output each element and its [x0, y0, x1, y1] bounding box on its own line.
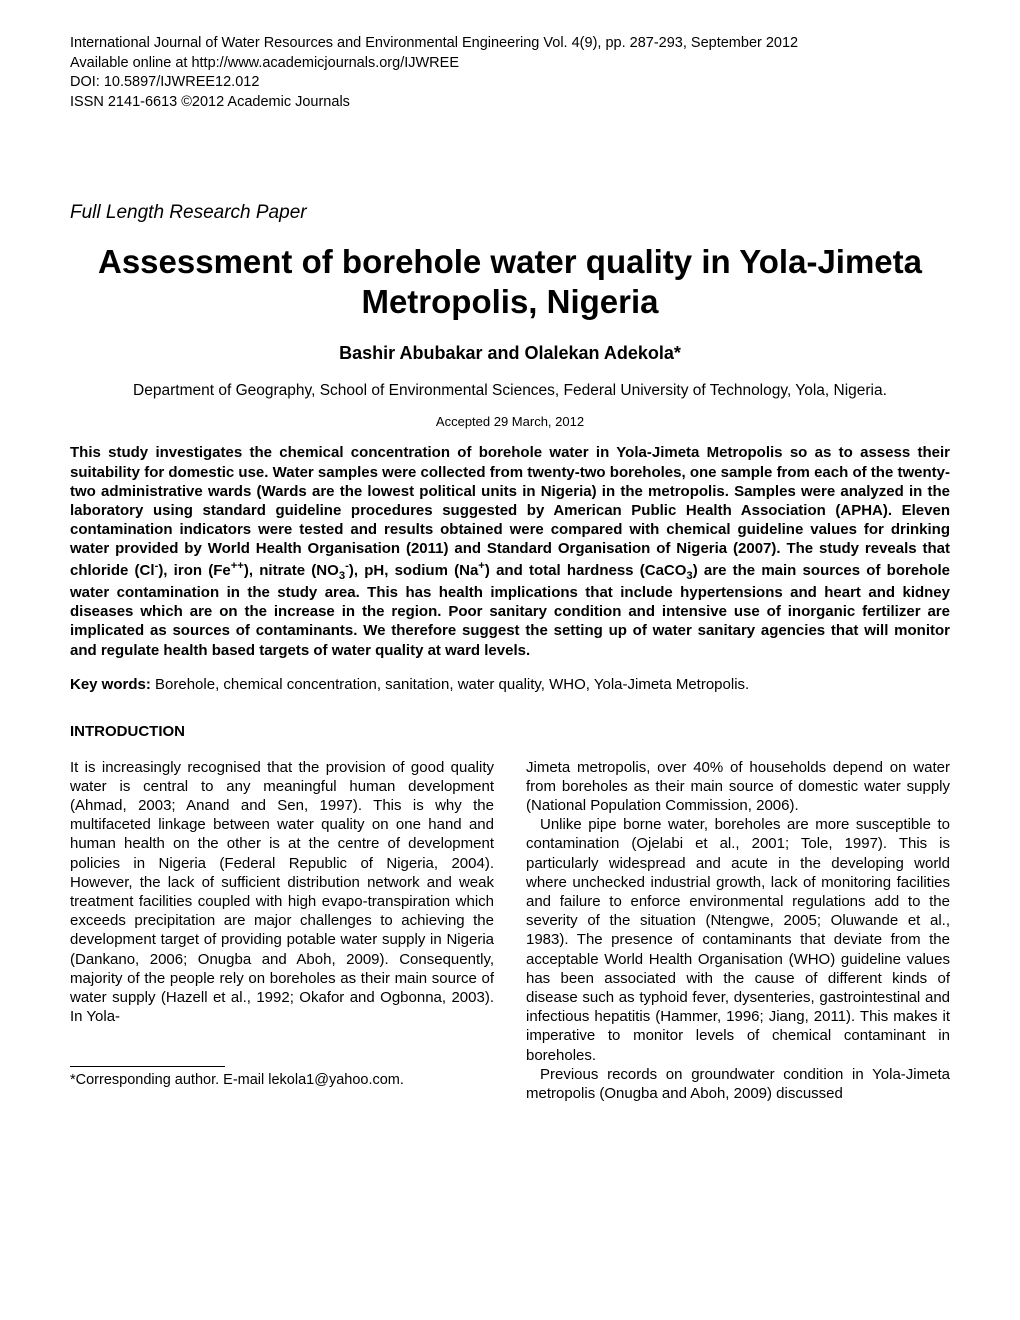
body-columns: It is increasingly recognised that the p…	[70, 758, 950, 1103]
paper-type: Full Length Research Paper	[70, 202, 950, 224]
abstract-text: This study investigates the chemical con…	[70, 443, 950, 659]
intro-paragraph-1: It is increasingly recognised that the p…	[70, 758, 494, 1027]
journal-issn: ISSN 2141-6613 ©2012 Academic Journals	[70, 93, 950, 113]
journal-header: International Journal of Water Resources…	[70, 34, 950, 112]
paper-affiliation: Department of Geography, School of Envir…	[70, 382, 950, 400]
journal-citation: International Journal of Water Resources…	[70, 34, 950, 54]
paper-authors: Bashir Abubakar and Olalekan Adekola*	[70, 343, 950, 364]
intro-paragraph-1-cont: Jimeta metropolis, over 40% of household…	[526, 758, 950, 816]
corresponding-author-footnote: *Corresponding author. E-mail lekola1@ya…	[70, 1071, 494, 1090]
paper-title: Assessment of borehole water quality in …	[70, 242, 950, 321]
accepted-date: Accepted 29 March, 2012	[70, 414, 950, 429]
left-column: It is increasingly recognised that the p…	[70, 758, 494, 1103]
intro-paragraph-3: Previous records on groundwater conditio…	[526, 1065, 950, 1103]
journal-url: Available online at http://www.academicj…	[70, 54, 950, 74]
right-column: Jimeta metropolis, over 40% of household…	[526, 758, 950, 1103]
intro-paragraph-2: Unlike pipe borne water, boreholes are m…	[526, 815, 950, 1064]
journal-doi: DOI: 10.5897/IJWREE12.012	[70, 73, 950, 93]
footnote-rule	[70, 1066, 225, 1067]
keywords-text: Borehole, chemical concentration, sanita…	[151, 676, 749, 693]
keywords-label: Key words:	[70, 676, 151, 693]
keywords: Key words: Borehole, chemical concentrat…	[70, 676, 950, 693]
introduction-heading: INTRODUCTION	[70, 723, 950, 740]
